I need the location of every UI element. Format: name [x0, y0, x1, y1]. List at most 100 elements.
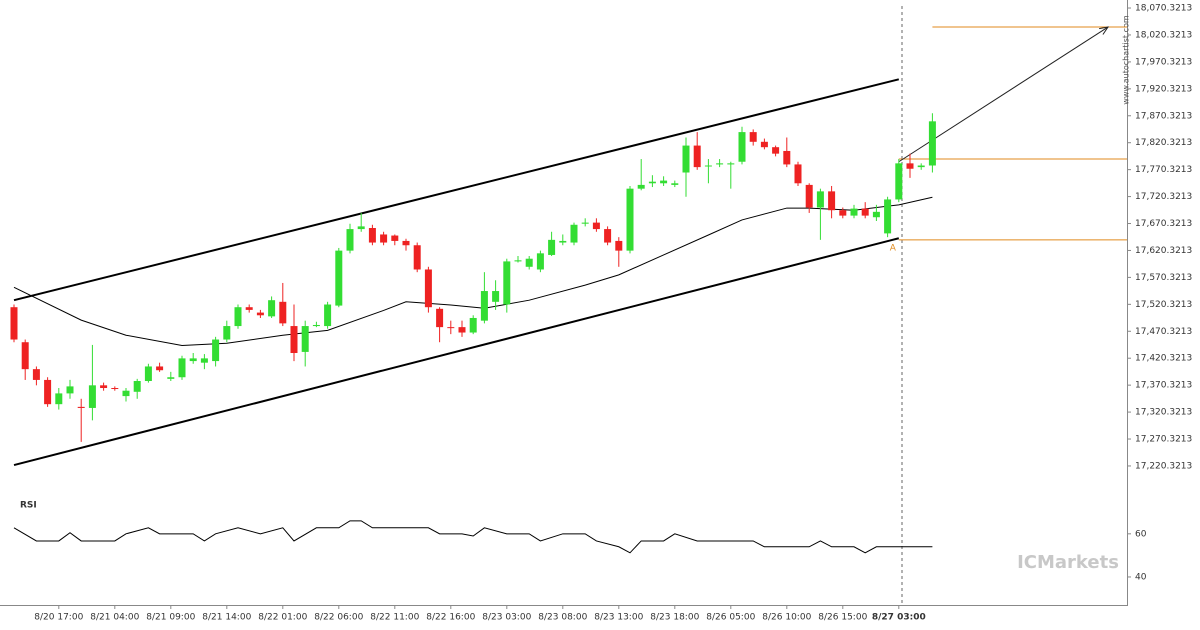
- rsi-tick-label: 60: [1135, 529, 1147, 539]
- candle-body: [772, 147, 780, 154]
- candle-body: [626, 188, 634, 251]
- candle-body: [290, 326, 298, 353]
- candle-body: [402, 240, 410, 246]
- y-tick-label: 17,420.3213: [1135, 354, 1192, 364]
- candle-body: [279, 301, 287, 324]
- candle-body: [660, 180, 668, 184]
- candle-body: [312, 324, 320, 327]
- candle-body: [88, 385, 96, 408]
- candle-body: [604, 229, 612, 243]
- candle-body: [256, 312, 264, 316]
- channel-line: [13, 78, 900, 302]
- candle-body: [884, 199, 892, 234]
- candle-body: [559, 240, 567, 243]
- y-tick-label: 17,620.3213: [1135, 246, 1192, 256]
- candle-body: [324, 304, 332, 327]
- candle-body: [783, 150, 791, 165]
- y-tick-label: 17,520.3213: [1135, 300, 1192, 310]
- candle-body: [21, 342, 29, 370]
- y-tick-label: 17,770.3213: [1135, 165, 1192, 175]
- candle-body: [189, 358, 197, 362]
- candle-body: [760, 141, 768, 148]
- candle-body: [234, 307, 242, 327]
- candle-body: [380, 234, 388, 243]
- candle-body: [212, 339, 220, 362]
- candle-body: [301, 326, 309, 352]
- y-tick-label: 17,970.3213: [1135, 57, 1192, 67]
- candle-body: [200, 358, 208, 363]
- y-tick-label: 18,070.3213: [1135, 4, 1192, 14]
- x-tick-label: 8/21 04:00: [90, 613, 139, 623]
- candle-body: [469, 317, 477, 333]
- candle-body: [44, 379, 52, 405]
- candle-body: [693, 145, 701, 168]
- candle-body: [514, 260, 522, 262]
- candle-body: [77, 406, 85, 408]
- rsi-line: [13, 520, 933, 554]
- candle-body: [413, 245, 421, 270]
- candle-body: [895, 163, 903, 200]
- candle-body: [436, 308, 444, 328]
- candle-body: [928, 121, 936, 166]
- candle-body: [111, 388, 119, 390]
- candle-body: [133, 381, 141, 392]
- candle-body: [55, 393, 63, 405]
- rsi-label: RSI: [20, 501, 37, 511]
- candle-body: [391, 235, 399, 241]
- candle-body: [637, 184, 645, 189]
- x-tick-label: 8/22 06:00: [314, 613, 363, 623]
- candle-body: [805, 184, 813, 208]
- x-tick-label: 8/26 05:00: [706, 613, 755, 623]
- candle-body: [828, 191, 836, 211]
- candle-body: [167, 377, 175, 379]
- candle-body: [424, 269, 432, 308]
- channel-line: [13, 237, 900, 467]
- watermark: www.autochartist.com: [1122, 15, 1131, 105]
- x-tick-label: 8/26 15:00: [818, 613, 867, 623]
- y-tick-label: 17,920.3213: [1135, 84, 1192, 94]
- x-tick-label: 8/22 11:00: [370, 613, 419, 623]
- candle-body: [368, 228, 376, 243]
- candle-body: [525, 258, 533, 267]
- y-tick-label: 17,270.3213: [1135, 435, 1192, 445]
- x-tick-label: 8/23 08:00: [538, 613, 587, 623]
- x-tick-label: 8/21 09:00: [146, 613, 195, 623]
- candle-body: [794, 164, 802, 184]
- x-tick-label: 8/22 01:00: [258, 613, 307, 623]
- candle-body: [816, 191, 824, 208]
- candle-body: [335, 250, 343, 306]
- candle-body: [122, 390, 130, 397]
- candle-body: [592, 222, 600, 230]
- candle-body: [480, 291, 488, 321]
- candle-body: [917, 165, 925, 168]
- candle-body: [144, 366, 152, 382]
- candle-body: [861, 208, 869, 216]
- candle-body: [100, 385, 108, 389]
- x-tick-label: 8/22 16:00: [426, 613, 475, 623]
- arrow-head: [1099, 26, 1110, 35]
- candle-body: [704, 165, 712, 167]
- candle-body: [156, 366, 164, 371]
- candle-body: [32, 369, 40, 380]
- candle-body: [716, 163, 724, 165]
- candle-body: [850, 208, 858, 216]
- candle-body: [492, 291, 500, 302]
- candle-body: [749, 132, 757, 142]
- candle-body: [503, 261, 511, 305]
- candle-body: [581, 222, 589, 224]
- candle-body: [178, 358, 186, 378]
- candle-body: [872, 211, 880, 218]
- x-tick-label: 8/26 10:00: [762, 613, 811, 623]
- y-tick-label: 17,570.3213: [1135, 273, 1192, 283]
- candle-body: [447, 327, 455, 329]
- candle-body: [458, 327, 466, 333]
- y-tick-label: 18,020.3213: [1135, 30, 1192, 40]
- x-tick-label: 8/21 14:00: [202, 613, 251, 623]
- candle-body: [906, 163, 914, 169]
- candle-body: [727, 163, 735, 165]
- candle-body: [66, 386, 74, 394]
- x-tick-label: 8/27 03:00: [872, 613, 926, 623]
- candle-body: [682, 145, 690, 173]
- level-label: A: [890, 243, 897, 253]
